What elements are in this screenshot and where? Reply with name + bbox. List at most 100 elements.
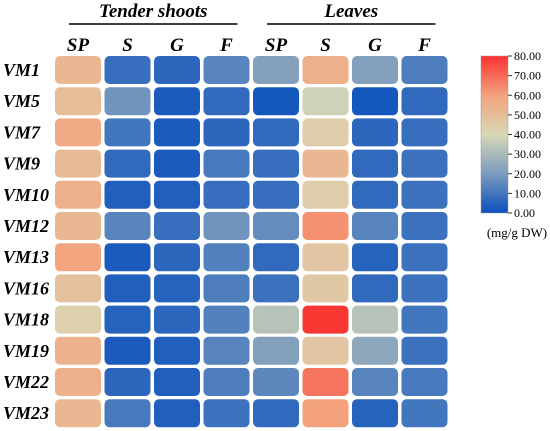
heatmap-cell: [203, 118, 250, 147]
heatmap-cell: [352, 274, 398, 303]
heatmap-cell: [352, 243, 398, 272]
heatmap-cell: [253, 118, 299, 147]
heatmap-cell: [203, 399, 250, 428]
heatmap-cell: [203, 368, 250, 396]
column-header: S: [320, 35, 331, 56]
heatmap-cell: [154, 368, 200, 396]
heatmap-cell: [253, 368, 299, 396]
heatmap-cell: [352, 368, 398, 396]
heatmap-cell: [302, 274, 349, 303]
heatmap-cell: [401, 305, 448, 334]
group-header-label: Tender shoots: [99, 1, 208, 22]
heatmap-cell: [352, 118, 398, 147]
heatmap-cell: [104, 212, 151, 240]
row-label: VM10: [3, 185, 49, 205]
colorbar-tick-label: 20.00: [514, 167, 541, 181]
heatmap-cells: [55, 56, 448, 428]
heatmap-cell: [253, 399, 299, 428]
heatmap-cell: [104, 243, 151, 272]
heatmap-cell: [352, 212, 398, 240]
heatmap-cell: [203, 180, 250, 209]
heatmap-cell: [55, 305, 101, 334]
colorbar-tick-label: 80.00: [514, 49, 541, 63]
heatmap-cell: [154, 118, 200, 147]
heatmap-cell: [401, 87, 448, 116]
heatmap-cell: [401, 368, 448, 396]
heatmap-cell: [253, 87, 299, 116]
column-header: G: [170, 35, 184, 56]
heatmap-cell: [253, 212, 299, 240]
heatmap-cell: [352, 56, 398, 84]
column-header: S: [122, 35, 133, 56]
row-label: VM23: [3, 403, 49, 423]
heatmap-cell: [55, 87, 101, 116]
heatmap-cell: [302, 243, 349, 272]
heatmap-cell: [203, 305, 250, 334]
heatmap-cell: [302, 368, 349, 396]
row-label: VM1: [3, 60, 40, 80]
heatmap-cell: [302, 118, 349, 147]
row-label: VM22: [3, 372, 49, 392]
heatmap-cell: [203, 56, 250, 84]
heatmap-cell: [302, 336, 349, 365]
heatmap-cell: [104, 399, 151, 428]
heatmap-cell: [154, 399, 200, 428]
heatmap-cell: [352, 149, 398, 178]
heatmap-cell: [154, 149, 200, 178]
heatmap-cell: [352, 399, 398, 428]
heatmap-cell: [401, 118, 448, 147]
group-header-label: Leaves: [323, 1, 378, 22]
colorbar: 0.00 10.00 20.00 30.00 40.00 50.00 60.00 70.00 8…: [480, 49, 547, 240]
row-label: VM16: [3, 278, 49, 298]
heatmap-cell: [55, 149, 101, 178]
heatmap-cell: [55, 56, 101, 84]
heatmap-cell: [302, 305, 349, 334]
row-label: VM18: [3, 310, 49, 330]
column-header: F: [219, 35, 233, 56]
column-header: SP: [265, 35, 288, 56]
colorbar-tick-label: 10.00: [514, 186, 541, 200]
heatmap-cell: [55, 399, 101, 428]
heatmap-cell: [401, 149, 448, 178]
colorbar-tick-label: 30.00: [514, 147, 541, 161]
heatmap-cell: [104, 368, 151, 396]
heatmap-cell: [154, 87, 200, 116]
column-header: F: [417, 35, 431, 56]
heatmap-cell: [401, 399, 448, 428]
heatmap-cell: [154, 243, 200, 272]
heatmap-cell: [253, 336, 299, 365]
heatmap-cell: [104, 118, 151, 147]
heatmap-cell: [352, 305, 398, 334]
heatmap-cell: [352, 87, 398, 116]
heatmap-cell: [104, 149, 151, 178]
heatmap-cell: [253, 305, 299, 334]
heatmap-cell: [302, 180, 349, 209]
heatmap-cell: [401, 56, 448, 84]
row-labels: VM1 VM5 VM7 VM9 VM10 VM12 VM13 VM16 VM18 VM19 VM22…: [3, 60, 49, 423]
heatmap-cell: [352, 336, 398, 365]
colorbar-tick-label: 60.00: [514, 88, 541, 102]
heatmap-cell: [253, 180, 299, 209]
heatmap-cell: [253, 274, 299, 303]
heatmap-cell: [104, 274, 151, 303]
colorbar-unit: (mg/g DW): [487, 225, 547, 240]
heatmap-cell: [104, 180, 151, 209]
heatmap-cell: [401, 336, 448, 365]
heatmap-cell: [302, 56, 349, 84]
column-header: SP: [67, 35, 90, 56]
heatmap-cell: [203, 87, 250, 116]
column-header: G: [368, 35, 382, 56]
heatmap-cell: [253, 243, 299, 272]
heatmap-cell: [154, 274, 200, 303]
heatmap-cell: [401, 274, 448, 303]
heatmap-cell: [104, 336, 151, 365]
heatmap-cell: [154, 305, 200, 334]
heatmap-cell: [203, 149, 250, 178]
row-label: VM7: [3, 122, 41, 142]
heatmap-cell: [203, 274, 250, 303]
colorbar-ticks: 0.00 10.00 20.00 30.00 40.00 50.00 60.00 70.00 8…: [508, 49, 541, 220]
heatmap-cell: [55, 212, 101, 240]
heatmap-cell: [154, 180, 200, 209]
heatmap-cell: [401, 180, 448, 209]
